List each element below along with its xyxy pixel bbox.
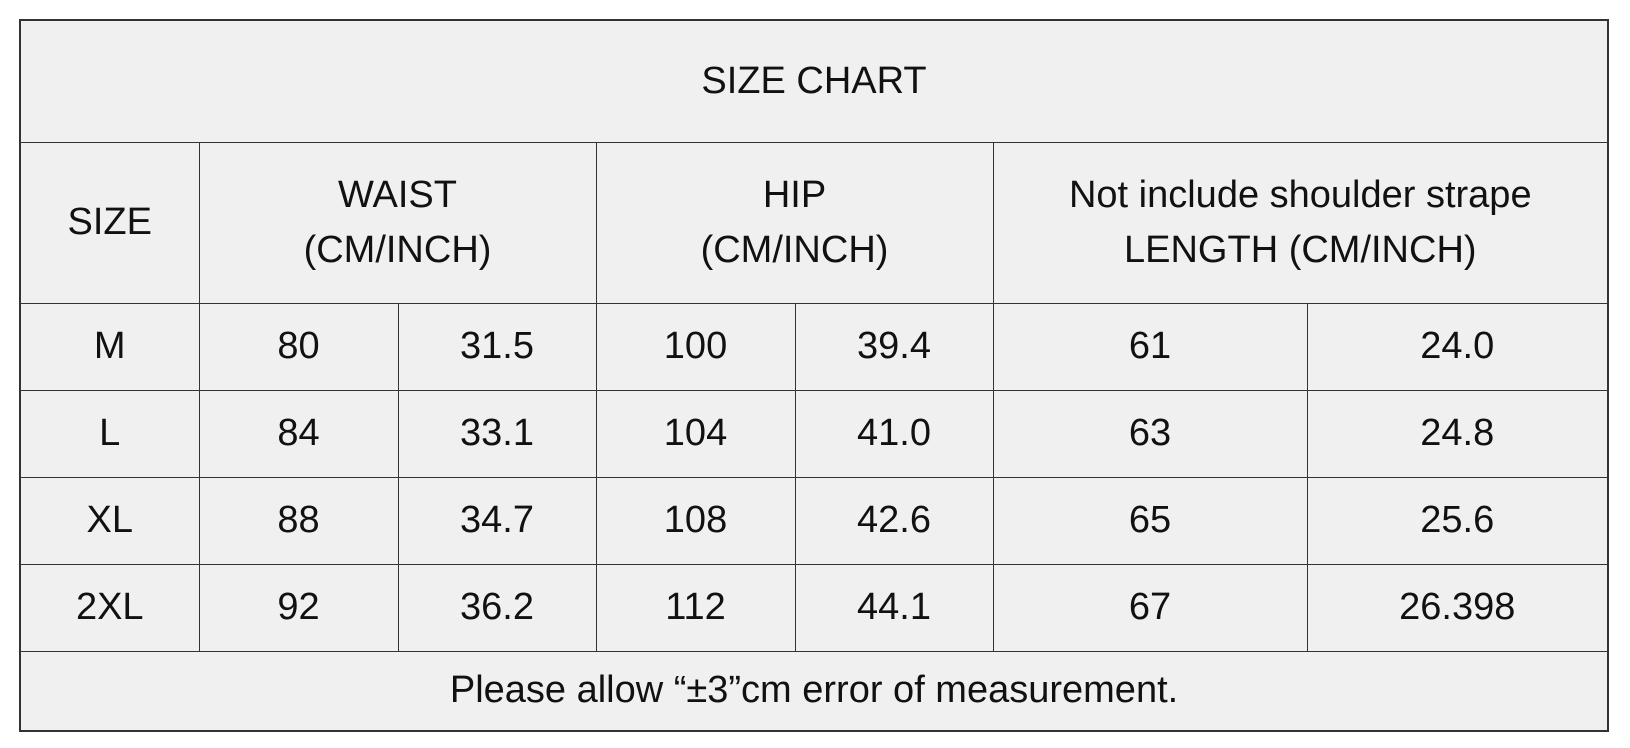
table-body: SIZE CHART SIZE WAIST (CM/INCH) HIP (CM/INCH… bbox=[19, 19, 1609, 732]
value-cell: 33.1 bbox=[397, 390, 597, 478]
value-cell: 108 bbox=[595, 477, 796, 565]
value-cell: 88 bbox=[198, 477, 399, 565]
size-cell: XL bbox=[19, 477, 200, 565]
value-cell: 42.6 bbox=[794, 477, 994, 565]
header-line: (CM/INCH) bbox=[303, 229, 492, 271]
size-table: SIZE CHART SIZE WAIST (CM/INCH) HIP (CM/INCH… bbox=[19, 19, 1610, 732]
header-cell: WAIST (CM/INCH) bbox=[198, 142, 597, 304]
table-title: SIZE CHART bbox=[19, 19, 1609, 143]
header-line: WAIST bbox=[338, 173, 457, 216]
value-cell: 36.2 bbox=[397, 564, 597, 652]
value-cell: 67 bbox=[992, 564, 1308, 652]
header-cell: SIZE bbox=[19, 142, 200, 304]
header-line: Not include shoulder strape bbox=[1068, 173, 1532, 216]
header-line: SIZE bbox=[67, 201, 152, 244]
value-cell: 26.398 bbox=[1306, 564, 1609, 652]
value-cell: 24.0 bbox=[1306, 303, 1609, 391]
value-cell: 61 bbox=[992, 303, 1308, 391]
title-row: SIZE CHART bbox=[19, 19, 1609, 143]
value-cell: 92 bbox=[198, 564, 399, 652]
value-cell: 100 bbox=[595, 303, 796, 391]
data-row: M 80 31.5 100 39.4 61 24.0 bbox=[19, 303, 1609, 391]
value-cell: 65 bbox=[992, 477, 1308, 565]
value-cell: 25.6 bbox=[1306, 477, 1609, 565]
header-row: SIZE WAIST (CM/INCH) HIP (CM/INCH) Not includ… bbox=[19, 142, 1609, 304]
footer-note: Please allow “±3”cm error of measurement… bbox=[19, 651, 1609, 732]
value-cell: 112 bbox=[595, 564, 796, 652]
value-cell: 41.0 bbox=[794, 390, 994, 478]
data-row: 2XL 92 36.2 112 44.1 67 26.398 bbox=[19, 564, 1609, 652]
value-cell: 44.1 bbox=[794, 564, 994, 652]
header-cell: HIP (CM/INCH) bbox=[595, 142, 994, 304]
footer-row: Please allow “±3”cm error of measurement… bbox=[19, 651, 1609, 732]
header-line: LENGTH (CM/INCH) bbox=[1124, 229, 1477, 271]
value-cell: 31.5 bbox=[397, 303, 597, 391]
data-row: L 84 33.1 104 41.0 63 24.8 bbox=[19, 390, 1609, 478]
header-line: HIP bbox=[762, 173, 827, 216]
header-line: (CM/INCH) bbox=[700, 229, 889, 271]
value-cell: 24.8 bbox=[1306, 390, 1609, 478]
value-cell: 84 bbox=[198, 390, 399, 478]
value-cell: 80 bbox=[198, 303, 399, 391]
size-cell: L bbox=[19, 390, 200, 478]
header-cell: Not include shoulder strape LENGTH (CM/IN… bbox=[992, 142, 1609, 304]
value-cell: 39.4 bbox=[794, 303, 994, 391]
data-row: XL 88 34.7 108 42.6 65 25.6 bbox=[19, 477, 1609, 565]
size-cell: 2XL bbox=[19, 564, 200, 652]
value-cell: 63 bbox=[992, 390, 1308, 478]
value-cell: 104 bbox=[595, 390, 796, 478]
value-cell: 34.7 bbox=[397, 477, 597, 565]
size-cell: M bbox=[19, 303, 200, 391]
